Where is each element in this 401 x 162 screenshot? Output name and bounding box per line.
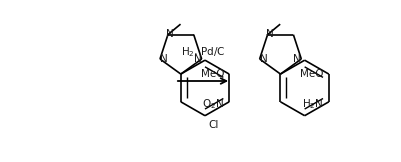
Text: MeO: MeO xyxy=(200,69,224,79)
Text: N: N xyxy=(293,54,300,64)
Text: H$_2$N: H$_2$N xyxy=(302,97,323,111)
Text: N: N xyxy=(166,29,173,39)
Text: N: N xyxy=(259,54,267,64)
Text: N: N xyxy=(265,29,273,39)
Text: MeO: MeO xyxy=(300,69,323,79)
Text: N: N xyxy=(160,54,167,64)
Text: O$_2$N: O$_2$N xyxy=(202,97,224,111)
Text: Cl: Cl xyxy=(207,120,218,130)
Text: H$_2$, Pd/C: H$_2$, Pd/C xyxy=(180,45,225,59)
Text: N: N xyxy=(193,54,201,64)
